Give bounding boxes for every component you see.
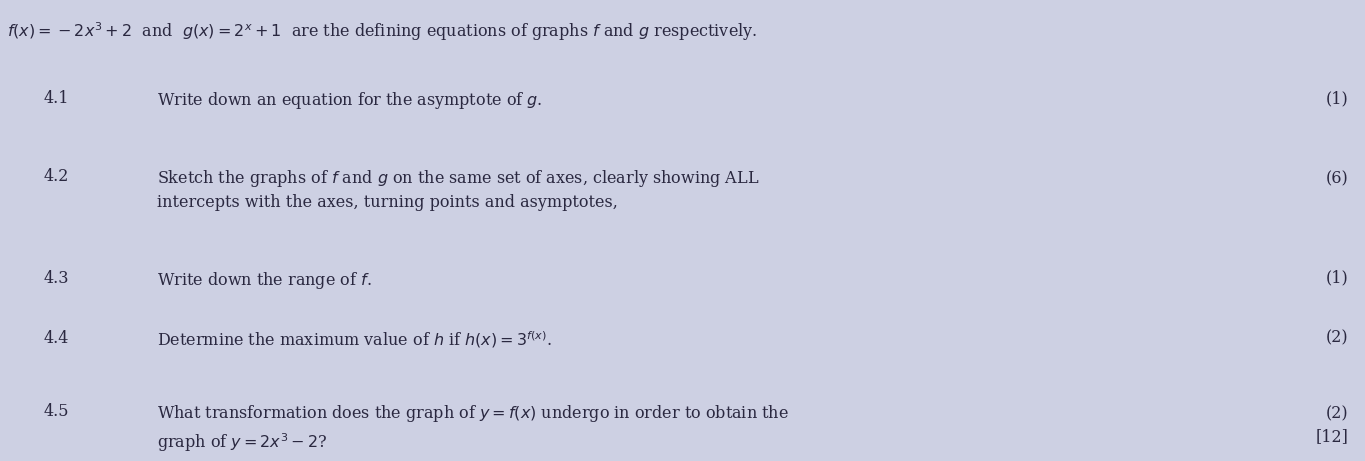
Text: 4.5: 4.5 <box>44 403 70 420</box>
Text: Determine the maximum value of $h$ if $h(x)=3^{f(x)}$.: Determine the maximum value of $h$ if $h… <box>157 330 551 350</box>
Text: $f(x)=-2x^3+2$  and  $g(x)=2^x+1$  are the defining equations of graphs $f$ and : $f(x)=-2x^3+2$ and $g(x)=2^x+1$ are the … <box>7 21 758 43</box>
Text: 4.1: 4.1 <box>44 90 70 107</box>
Text: (1): (1) <box>1325 270 1349 287</box>
Text: 4.3: 4.3 <box>44 270 70 287</box>
Text: (2): (2) <box>1325 330 1349 347</box>
Text: Sketch the graphs of $f$ and $g$ on the same set of axes, clearly showing ALL
in: Sketch the graphs of $f$ and $g$ on the … <box>157 168 759 212</box>
Text: Write down the range of $f$.: Write down the range of $f$. <box>157 270 371 291</box>
Text: (1): (1) <box>1325 90 1349 107</box>
Text: (2)
[12]: (2) [12] <box>1316 406 1349 445</box>
Text: Write down an equation for the asymptote of $g$.: Write down an equation for the asymptote… <box>157 90 542 111</box>
Text: 4.2: 4.2 <box>44 168 70 185</box>
Text: What transformation does the graph of $y=f(x)$ undergo in order to obtain the
gr: What transformation does the graph of $y… <box>157 403 789 454</box>
Text: (6): (6) <box>1325 171 1349 188</box>
Text: 4.4: 4.4 <box>44 330 70 347</box>
